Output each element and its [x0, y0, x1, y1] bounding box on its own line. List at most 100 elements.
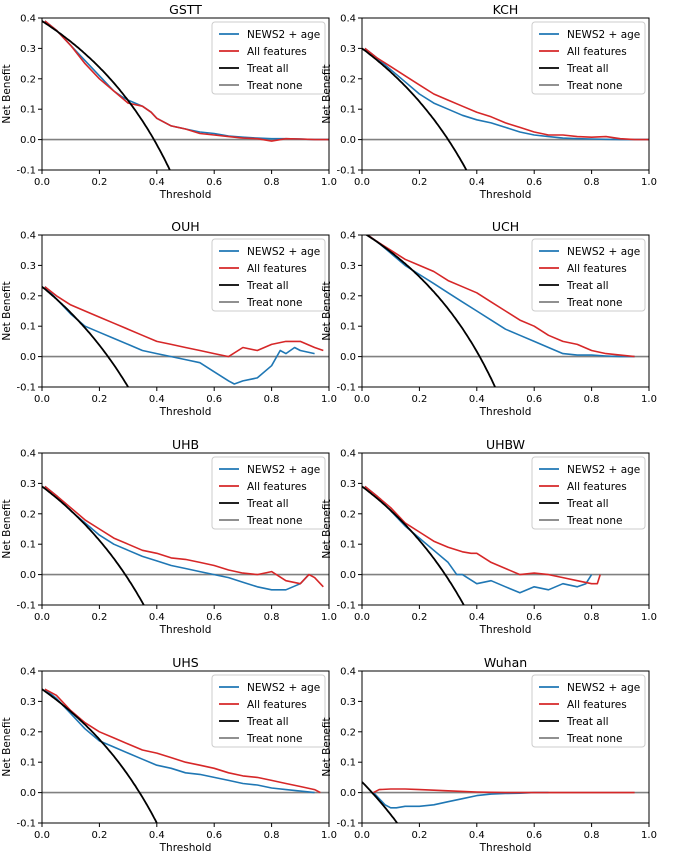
panel-title: UCH — [492, 219, 519, 234]
treat-all-line — [362, 485, 465, 605]
plot-lines — [42, 688, 329, 823]
x-tick-label: 0.8 — [584, 830, 600, 841]
x-tick-label: 0.8 — [264, 177, 280, 188]
x-tick-label: 0.0 — [34, 394, 50, 405]
y-tick-label: 0.2 — [20, 727, 36, 738]
x-tick-label: 1.0 — [321, 177, 337, 188]
panel-gstt: GSTT-0.10.00.10.20.30.40.0 0.2 0.4 0.6 0.8 1.… — [1, 2, 337, 201]
x-tick-label: 0.4 — [469, 394, 485, 405]
all-features-line — [44, 485, 324, 588]
y-tick-label: 0.4 — [340, 667, 356, 678]
legend: NEWS2 + age All features Treat all Treat no… — [531, 674, 646, 748]
plot-lines — [42, 485, 329, 605]
x-tick-label: 0.2 — [91, 177, 107, 188]
news2-age-line — [44, 286, 315, 385]
axes-frame — [361, 452, 650, 606]
plot-lines — [42, 286, 329, 387]
y-axis-label: Net Benefit — [1, 717, 13, 776]
legend-label: Treat all — [566, 280, 609, 292]
legend-label: Treat none — [566, 297, 623, 309]
treat-all-line — [42, 485, 145, 605]
x-tick-label: 1.0 — [641, 830, 657, 841]
x-tick-label: 0.4 — [149, 394, 165, 405]
legend-label: NEWS2 + age — [567, 464, 640, 476]
y-tick-label: 0.3 — [340, 261, 356, 272]
x-tick-label: 1.0 — [321, 394, 337, 405]
legend-label: All features — [247, 263, 307, 275]
panel-ouh: OUH-0.10.00.10.20.30.40.0 0.2 0.4 0.6 0.8 1.0… — [1, 219, 337, 418]
panel-title: UHB — [172, 437, 199, 452]
y-tick-label: 0.0 — [20, 788, 36, 799]
y-tick-label: 0.2 — [340, 291, 356, 302]
panel-title: Wuhan — [484, 655, 527, 670]
all-features-line — [44, 20, 329, 142]
legend-label: Treat all — [566, 498, 609, 510]
legend-label: Treat all — [246, 63, 289, 75]
legend-label: NEWS2 + age — [247, 682, 320, 694]
news2-age-line — [364, 47, 649, 141]
y-tick-label: 0.4 — [20, 231, 36, 242]
y-axis-label: Net Benefit — [1, 64, 13, 123]
axes-frame — [361, 17, 650, 171]
legend-label: NEWS2 + age — [247, 246, 320, 258]
x-tick-label: 0.0 — [34, 830, 50, 841]
y-tick-label: 0.1 — [20, 540, 36, 551]
news2-age-line — [44, 485, 310, 591]
legend-box — [211, 238, 326, 312]
y-tick-label: 0.0 — [340, 788, 356, 799]
x-axis-label: Threshold — [479, 406, 532, 418]
x-tick-label: 1.0 — [641, 177, 657, 188]
news2-age-line — [372, 791, 549, 809]
y-tick-label: 0.2 — [20, 509, 36, 520]
legend-label: Treat none — [566, 80, 623, 92]
panel-uhs: UHS-0.10.00.10.20.30.40.0 0.2 0.4 0.6 0.8 1.0… — [1, 655, 337, 854]
x-tick-label: 0.0 — [354, 177, 370, 188]
y-tick-label: 0.3 — [20, 44, 36, 55]
panel-uch: UCH-0.10.00.10.20.30.40.0 0.2 0.4 0.6 0.8 1.0… — [321, 219, 657, 418]
axes-frame — [361, 234, 650, 388]
y-tick-label: -0.1 — [336, 819, 356, 830]
x-tick-label: 0.0 — [34, 612, 50, 623]
news2-age-line — [364, 485, 593, 594]
legend-label: Treat none — [566, 515, 623, 527]
x-tick-label: 0.0 — [34, 177, 50, 188]
x-tick-label: 0.2 — [411, 177, 427, 188]
legend-label: NEWS2 + age — [567, 682, 640, 694]
plot-lines — [42, 20, 329, 170]
legend-label: Treat all — [246, 498, 289, 510]
x-tick-label: 0.4 — [149, 830, 165, 841]
treat-all-line — [42, 20, 171, 170]
legend-label: NEWS2 + age — [247, 464, 320, 476]
legend-label: Treat all — [566, 63, 609, 75]
x-axis-label: Threshold — [159, 842, 212, 854]
legend-label: All features — [567, 263, 627, 275]
legend-box — [531, 456, 646, 530]
legend-label: NEWS2 + age — [567, 29, 640, 41]
axes-frame — [41, 670, 330, 824]
legend: NEWS2 + age All features Treat all Treat no… — [211, 238, 326, 312]
all-features-line — [373, 788, 635, 794]
x-tick-label: 0.2 — [91, 394, 107, 405]
legend-label: All features — [567, 699, 627, 711]
x-tick-label: 0.6 — [206, 177, 222, 188]
x-tick-label: 1.0 — [321, 612, 337, 623]
legend: NEWS2 + age All features Treat all Treat no… — [211, 674, 326, 748]
y-tick-label: 0.4 — [340, 449, 356, 460]
y-tick-label: -0.1 — [336, 383, 356, 394]
y-tick-label: 0.0 — [20, 352, 36, 363]
legend: NEWS2 + age All features Treat all Treat no… — [211, 456, 326, 530]
legend: NEWS2 + age All features Treat all Treat no… — [531, 21, 646, 95]
all-features-line — [364, 47, 649, 141]
y-tick-label: 0.1 — [340, 322, 356, 333]
x-axis-label: Threshold — [159, 406, 212, 418]
legend-label: All features — [247, 699, 307, 711]
x-tick-label: 0.4 — [469, 177, 485, 188]
x-axis-label: Threshold — [479, 842, 532, 854]
y-tick-label: 0.1 — [340, 105, 356, 116]
x-tick-label: 0.8 — [264, 830, 280, 841]
all-features-line — [364, 485, 601, 585]
y-tick-label: 0.4 — [340, 14, 356, 25]
x-tick-label: 0.2 — [411, 830, 427, 841]
panel-title: UHBW — [486, 437, 525, 452]
